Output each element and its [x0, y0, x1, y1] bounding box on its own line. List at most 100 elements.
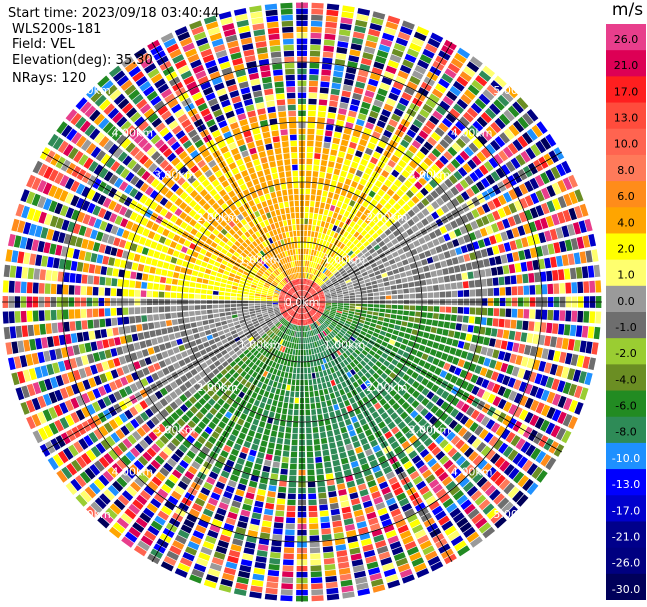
velocity-gate — [303, 242, 307, 249]
velocity-gate — [348, 541, 360, 549]
velocity-gate — [284, 340, 288, 347]
velocity-gate — [366, 343, 373, 349]
velocity-gate — [409, 311, 415, 317]
velocity-gate — [423, 332, 430, 339]
velocity-gate — [387, 535, 400, 545]
velocity-gate — [255, 309, 262, 313]
velocity-gate — [544, 257, 552, 269]
velocity-gate — [303, 260, 305, 267]
velocity-gate — [290, 330, 294, 336]
velocity-gate — [463, 89, 476, 101]
velocity-gate — [420, 279, 427, 286]
velocity-gate — [330, 251, 336, 258]
velocity-gate — [20, 401, 30, 415]
velocity-gate — [403, 294, 410, 299]
velocity-gate — [275, 510, 285, 517]
velocity-gate — [303, 349, 306, 356]
velocity-gate — [449, 322, 456, 330]
velocity-gate — [96, 340, 104, 350]
velocity-gate — [311, 316, 316, 322]
velocity-gate — [464, 129, 475, 140]
velocity-gate — [578, 370, 587, 384]
velocity-gate — [93, 428, 104, 440]
velocity-gate — [240, 509, 251, 517]
velocity-gate — [238, 343, 245, 349]
velocity-gate — [420, 407, 429, 417]
velocity-gate — [266, 345, 272, 351]
velocity-gate — [357, 113, 367, 121]
velocity-gate — [212, 304, 219, 309]
velocity-gate — [509, 240, 517, 251]
velocity-gate — [165, 320, 173, 327]
velocity-gate — [444, 68, 457, 79]
velocity-gate — [295, 319, 298, 325]
velocity-gate — [275, 388, 281, 395]
velocity-gate — [329, 258, 335, 264]
velocity-gate — [191, 346, 199, 353]
velocity-gate — [55, 217, 64, 229]
velocity-gate — [318, 105, 327, 112]
velocity-gate — [568, 207, 578, 221]
velocity-gate — [172, 325, 180, 332]
velocity-gate — [303, 355, 307, 362]
velocity-gate — [363, 324, 370, 329]
velocity-gate — [70, 195, 80, 207]
velocity-gate — [333, 232, 339, 239]
velocity-gate — [390, 263, 398, 270]
velocity-gate — [338, 567, 351, 575]
velocity-gate — [471, 208, 480, 219]
velocity-gate — [39, 269, 47, 281]
velocity-gate — [263, 335, 269, 341]
velocity-gate — [206, 290, 213, 295]
velocity-gate — [152, 427, 162, 438]
velocity-gate — [399, 26, 413, 36]
velocity-gate — [225, 561, 238, 570]
velocity-gate — [110, 347, 118, 357]
velocity-gate — [481, 130, 493, 142]
velocity-gate — [482, 526, 496, 539]
velocity-gate — [449, 249, 457, 257]
velocity-gate — [330, 237, 336, 244]
velocity-gate — [309, 547, 321, 554]
velocity-gate — [64, 177, 75, 190]
velocity-gate — [455, 455, 466, 466]
velocity-gate — [319, 226, 324, 233]
velocity-gate — [176, 292, 183, 299]
velocity-gate — [437, 360, 446, 369]
velocity-gate — [540, 389, 550, 402]
velocity-gate — [502, 388, 512, 399]
velocity-gate — [306, 273, 309, 279]
velocity-gate — [453, 52, 467, 64]
velocity-gate — [460, 350, 468, 359]
velocity-gate — [256, 381, 263, 388]
velocity-gate — [383, 71, 395, 80]
velocity-gate — [368, 517, 379, 526]
velocity-gate — [555, 163, 567, 177]
velocity-gate — [413, 323, 420, 330]
velocity-gate — [561, 430, 572, 444]
velocity-gate — [247, 486, 257, 494]
velocity-gate — [324, 563, 336, 571]
velocity-gate — [550, 424, 561, 438]
velocity-gate — [318, 251, 323, 258]
velocity-gate — [370, 156, 379, 165]
velocity-gate — [54, 202, 64, 215]
velocity-gate — [571, 310, 578, 322]
velocity-gate — [385, 21, 399, 30]
velocity-gate — [402, 245, 410, 253]
velocity-gate — [320, 437, 328, 445]
velocity-gate — [171, 437, 181, 447]
velocity-gate — [552, 269, 559, 281]
velocity-gate — [474, 345, 483, 354]
velocity-gate — [465, 333, 473, 342]
velocity-gate — [529, 414, 540, 427]
velocity-gate — [366, 314, 373, 319]
velocity-gate — [293, 331, 297, 337]
velocity-gate — [201, 315, 208, 320]
velocity-gate — [123, 316, 130, 325]
velocity-gate — [207, 568, 221, 578]
velocity-gate — [276, 498, 286, 505]
velocity-gate — [463, 234, 471, 243]
velocity-gate — [69, 235, 78, 246]
velocity-gate — [411, 524, 424, 534]
